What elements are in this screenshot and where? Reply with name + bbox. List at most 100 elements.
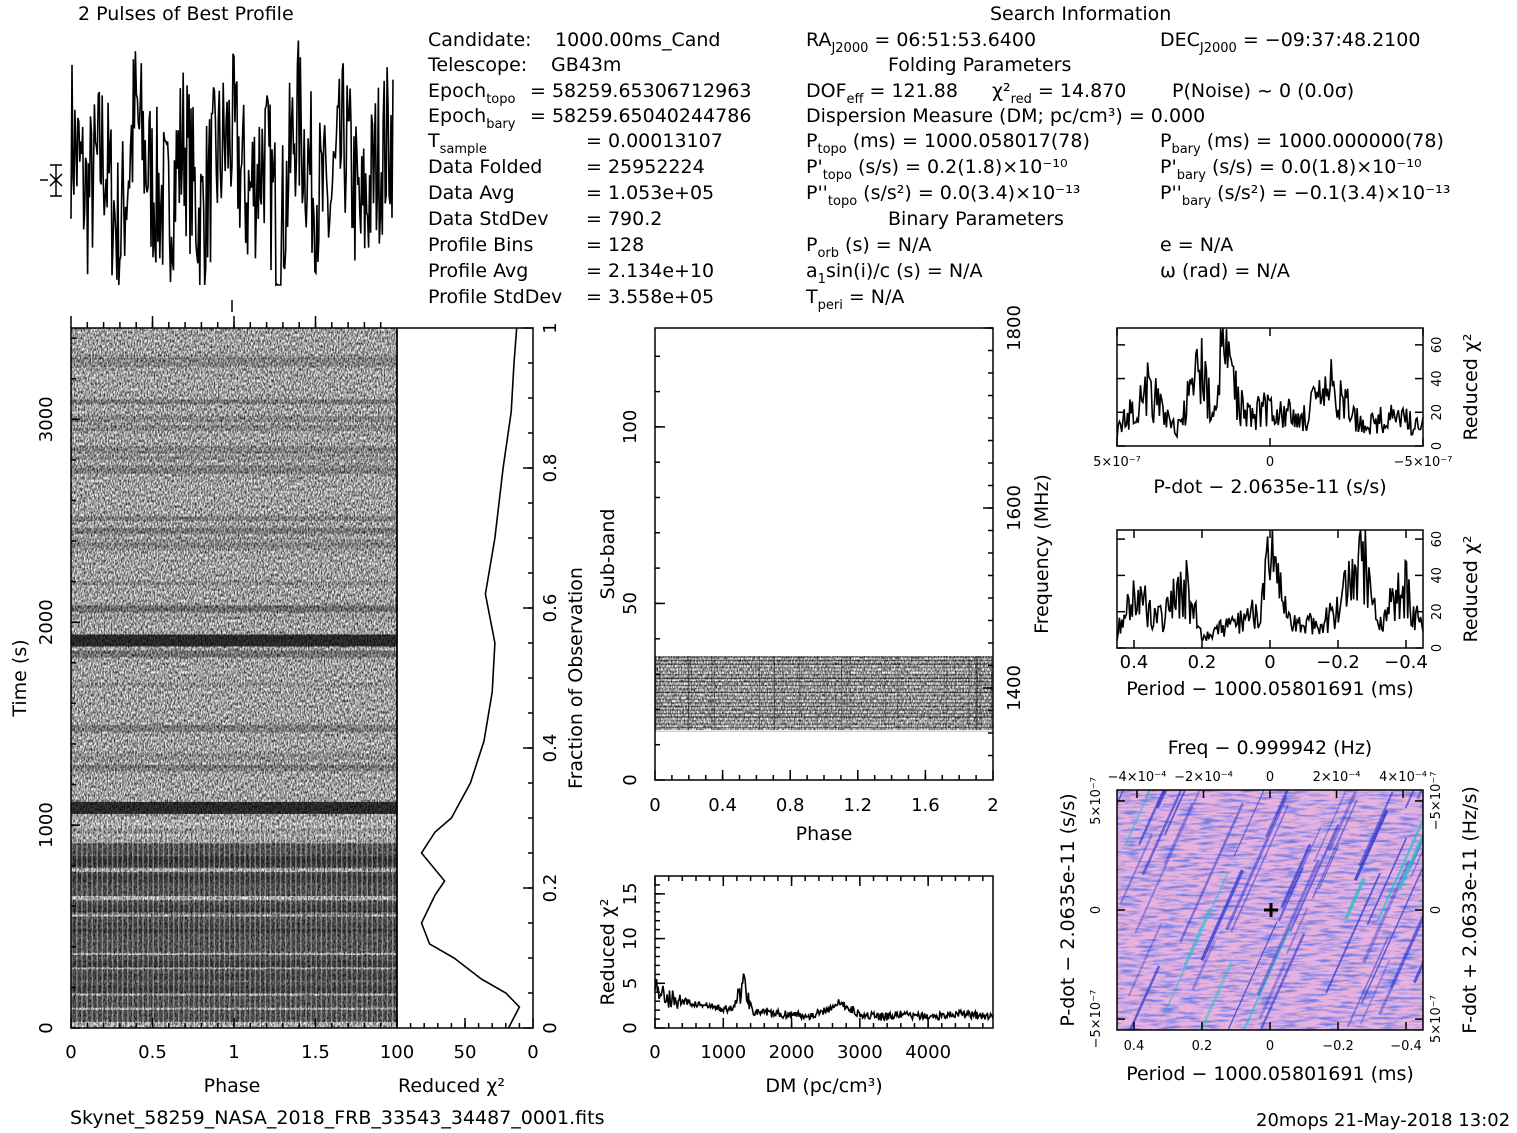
subband-column	[687, 656, 689, 730]
time-phase-column	[76, 820, 78, 1028]
pp-freq-tick-label: 2×10⁻⁴	[1313, 770, 1361, 785]
time-phase-column	[300, 820, 302, 1028]
time-phase-row	[71, 516, 397, 521]
pp-streaks	[1117, 790, 1423, 1030]
pp-period-axis-label: Period − 1000.05801691 (ms)	[1126, 1063, 1414, 1085]
subband-row	[655, 677, 993, 679]
x-tick-label: 0	[1264, 652, 1275, 673]
subband-row	[655, 716, 993, 718]
time-phase-column	[142, 820, 144, 1028]
redchi-line-group	[420, 327, 521, 1029]
subband-row	[655, 674, 993, 676]
subband-tick-label: 50	[620, 592, 641, 615]
subband-axis-label: Sub-band	[597, 509, 619, 600]
subband-column	[826, 656, 828, 730]
time-phase-bands	[71, 354, 397, 1028]
y-tick-label: 60	[1430, 337, 1445, 354]
pp-streak	[1124, 790, 1152, 847]
subband-phase-tick-label: 0.4	[708, 795, 737, 816]
subband-phase-tick-label: 1.2	[843, 795, 872, 816]
time-phase-row	[71, 604, 397, 613]
binary-title: Binary Parameters	[888, 208, 1064, 230]
time-phase-column	[208, 820, 210, 1028]
pp-streak	[1119, 833, 1153, 904]
time-phase-column	[310, 820, 312, 1028]
subband-column	[979, 656, 981, 730]
pdot-ticks: 5×10⁻⁷ 0 −5×10⁻⁷ 0 20 40 60	[1093, 328, 1452, 470]
time-phase-column	[96, 820, 98, 1028]
time-phase-row	[71, 651, 397, 658]
time-phase-dark-band	[71, 843, 397, 856]
period-axis-label: Period − 1000.05801691 (ms)	[1126, 678, 1414, 700]
p-noise: P(Noise) ~ 0 (0.0σ)	[1172, 80, 1354, 102]
dm-frame	[654, 875, 994, 1029]
dm-line	[654, 973, 994, 1023]
y-tick-label: 20	[1430, 603, 1445, 620]
time-phase-column	[269, 820, 272, 1028]
fraction-tick-label: 0.2	[540, 874, 561, 903]
time-phase-dark-band	[71, 940, 397, 953]
fraction-tick-label: 0.6	[540, 594, 561, 623]
pp-fdot-tick-label: 0	[1429, 906, 1444, 914]
dm-tick-label: 3000	[837, 1042, 883, 1063]
subband-row	[655, 659, 993, 662]
time-phase-plot: 0 1000 2000 3000 0 0.5 1 1.5 Time (s) Phase	[9, 316, 398, 1097]
time-phase-row	[71, 650, 397, 658]
pp-streak	[1280, 843, 1312, 909]
pp-streak	[1141, 790, 1183, 876]
pdot-topo: P'topo (s/s) = 0.2(1.8)×10⁻¹⁰	[806, 156, 1068, 183]
pdot-line-group	[1116, 327, 1424, 440]
info-left-column: Candidate: 1000.00ms_Cand Telescope: GB4…	[427, 29, 751, 308]
pp-streak	[1163, 871, 1229, 1014]
subband-column	[846, 656, 847, 730]
time-phase-column	[157, 820, 160, 1028]
pp-streak	[1378, 916, 1423, 1015]
x-tick-label: −5×10⁻⁷	[1394, 455, 1453, 470]
search-line	[1116, 327, 1424, 440]
time-phase-dark-band	[71, 916, 397, 929]
info-value: = 25952224	[586, 156, 705, 178]
y-tick-label: 40	[1430, 370, 1445, 387]
info-value: = 1.053e+05	[586, 182, 714, 204]
time-phase-dark-band	[71, 955, 397, 967]
pp-streak	[1362, 859, 1412, 964]
frequency-tick-label: 1600	[1004, 485, 1025, 531]
time-phase-column	[330, 820, 333, 1028]
omega: ω (rad) = N/A	[1160, 260, 1290, 282]
subband-row	[655, 684, 993, 686]
subband-column	[773, 656, 775, 730]
redchi-ticks: 100 50 00 0.2 0.4 0.6 0.8 1	[380, 322, 561, 1063]
time-phase-column	[111, 820, 114, 1028]
x-tick-label: 0	[1266, 455, 1274, 470]
subband-column	[884, 656, 886, 730]
time-phase-column	[193, 820, 195, 1028]
y-tick-label: 0	[1430, 644, 1445, 652]
time-phase-column	[381, 820, 384, 1028]
time-phase-dark-band	[71, 995, 397, 1008]
time-phase-column	[315, 820, 317, 1028]
time-phase-column	[279, 820, 282, 1028]
time-phase-dark-band	[71, 900, 397, 913]
subband-column	[962, 656, 964, 730]
time-phase-column	[223, 820, 226, 1028]
time-phase-column	[188, 820, 190, 1028]
pp-streak	[1199, 961, 1233, 1030]
pp-streak	[1325, 872, 1381, 994]
p-pdot-plane: 0.4 0.2 0 −0.2 −0.4 −4×10⁻⁴ −2×10⁻⁴ 0 2×10⁻⁴ 4×10…	[1057, 737, 1481, 1085]
pp-streak	[1327, 791, 1357, 852]
subband-phase-tick-label: 2	[987, 795, 998, 816]
y-tick-label: 0	[1430, 442, 1445, 450]
redchi-frame	[396, 327, 534, 1029]
pp-freq-tick-label: −4×10⁻⁴	[1108, 770, 1167, 785]
time-phase-column	[249, 820, 251, 1028]
time-phase-column	[218, 820, 221, 1028]
time-phase-column	[116, 820, 119, 1028]
info-label: Profile Bins	[428, 234, 533, 256]
subband-column	[671, 656, 673, 730]
info-label: Data StdDev	[428, 208, 549, 230]
subband-column	[975, 656, 977, 730]
time-phase-row	[71, 455, 397, 461]
time-phase-column	[351, 820, 353, 1028]
ra: RAJ2000 = 06:51:53.6400	[806, 29, 1036, 56]
pp-streak	[1265, 790, 1289, 838]
